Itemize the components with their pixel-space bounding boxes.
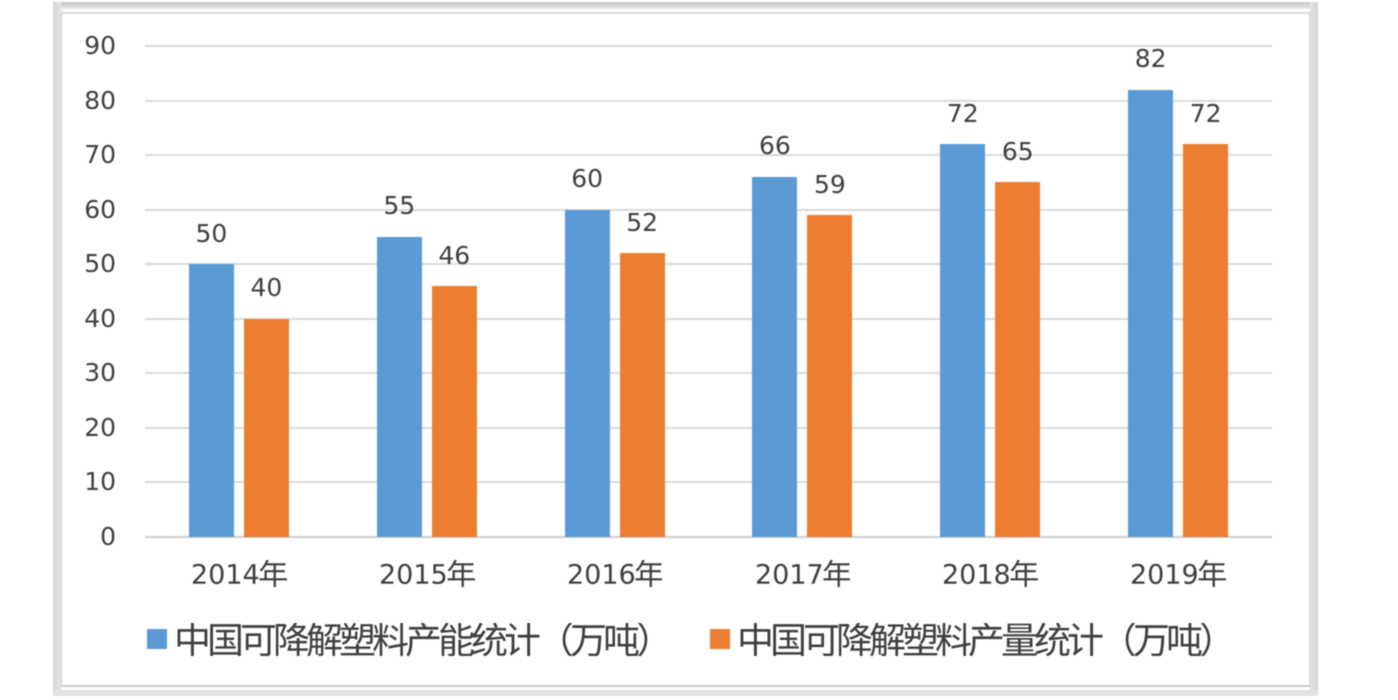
bar-capacity-2014[interactable]: [188, 264, 234, 537]
bar-capacity-2019[interactable]: [1128, 89, 1174, 537]
x-tick-text-2019: [1132, 560, 1226, 587]
y-tick-label-50: 50: [84, 249, 116, 279]
chart-border-left: [53, 2, 61, 695]
x-tick-text-2014: [193, 560, 287, 587]
gridline-50: [145, 263, 1272, 266]
bar-output-2018[interactable]: [995, 182, 1041, 537]
bar-output-2016[interactable]: [619, 253, 665, 537]
bar-capacity-2015[interactable]: [376, 236, 422, 537]
bar-capacity-2016[interactable]: [564, 209, 610, 537]
gridline-90: [145, 45, 1272, 47]
y-tick-label-10: 10: [84, 467, 116, 497]
gridline-60: [145, 208, 1272, 211]
x-tick-text-2018: [944, 560, 1039, 587]
gridline-40: [145, 317, 1272, 320]
legend-marker-output: [710, 629, 730, 649]
legend-label-capacity: [177, 622, 648, 656]
bar-value-label-output-2014: 40: [250, 273, 283, 303]
gridline-30: [145, 372, 1272, 375]
bar-value-label-capacity-2017: 66: [758, 131, 791, 161]
bar-output-2014[interactable]: [243, 318, 289, 537]
bar-value-label-output-2019: 72: [1189, 98, 1222, 128]
bar-value-label-capacity-2015: 55: [383, 191, 416, 221]
bar-capacity-2018[interactable]: [940, 144, 986, 537]
bar-value-label-output-2018: 65: [1001, 136, 1034, 166]
chart-border-right: [1310, 2, 1318, 695]
legend-label-output: [740, 622, 1211, 656]
chart-border-bottom: [53, 690, 1318, 696]
x-tick-text-2017: [756, 560, 851, 587]
x-tick-label-2018: [890, 557, 1090, 591]
gridline-70: [145, 154, 1272, 157]
bar-output-2017[interactable]: [807, 215, 853, 537]
gridline-20: [145, 426, 1272, 429]
bar-output-2019[interactable]: [1183, 144, 1229, 537]
y-tick-label-80: 80: [84, 85, 116, 115]
x-tick-label-2019: [1078, 557, 1278, 591]
bar-value-label-capacity-2018: 72: [946, 98, 979, 128]
bar-value-label-capacity-2016: 60: [571, 164, 603, 194]
x-tick-text-2015: [380, 560, 475, 587]
x-tick-label-2014: [139, 557, 339, 591]
x-tick-label-2017: [702, 557, 902, 591]
gridline-80: [145, 99, 1272, 102]
bar-value-label-capacity-2014: 50: [195, 218, 228, 248]
bar-value-label-output-2017: 59: [813, 169, 846, 199]
legend-item-output[interactable]: [710, 622, 1234, 656]
bar-output-2015[interactable]: [431, 286, 477, 537]
y-tick-label-60: 60: [84, 194, 116, 224]
gridline-10: [145, 481, 1272, 484]
legend: [67, 618, 1314, 660]
bar-value-label-output-2016: 52: [626, 207, 658, 237]
x-tick-label-2015: [327, 557, 527, 591]
legend-marker-capacity: [147, 629, 167, 649]
bar-value-label-capacity-2019: 82: [1134, 44, 1167, 74]
legend-item-capacity[interactable]: [147, 622, 671, 656]
chart-border-top: [53, 2, 1318, 9]
bar-capacity-2017[interactable]: [752, 176, 798, 537]
x-tick-label-2016: [515, 557, 715, 591]
y-tick-label-0: 0: [100, 522, 116, 551]
y-tick-label-20: 20: [84, 412, 116, 442]
y-tick-label-30: 30: [84, 358, 116, 388]
y-tick-label-70: 70: [84, 140, 116, 170]
bar-value-label-output-2015: 46: [438, 240, 471, 270]
y-tick-label-90: 90: [84, 31, 116, 60]
y-tick-label-40: 40: [84, 303, 116, 333]
x-tick-text-2016: [568, 560, 663, 587]
chart-area: 50 40 55 46 60 52 66 59 72 65 82 72 90 80 70 60 50 40 30 2…: [60, 12, 1311, 687]
x-axis-line: [145, 536, 1272, 538]
